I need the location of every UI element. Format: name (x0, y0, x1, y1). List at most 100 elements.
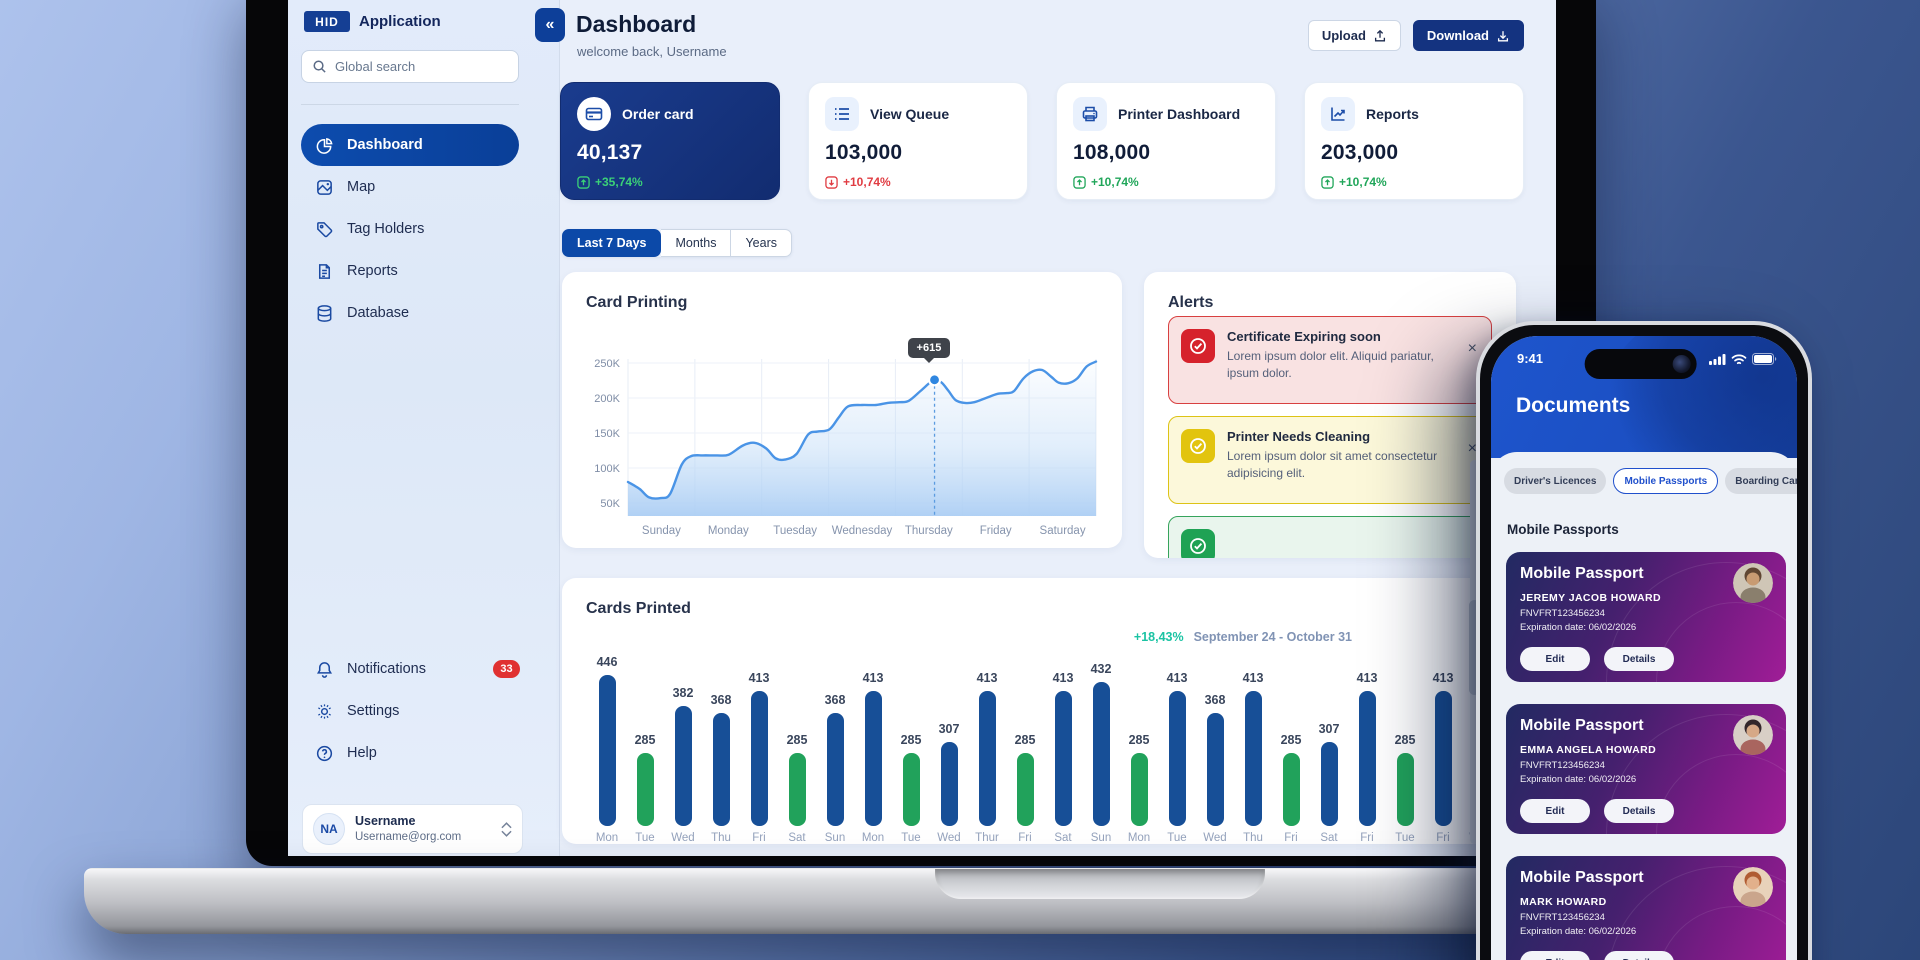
arrow-down-icon (825, 175, 838, 189)
edit-button[interactable]: Edit (1520, 647, 1590, 671)
stat-card-delta-value: +10,74% (1339, 175, 1387, 189)
bar-value-label: 413 (1356, 671, 1378, 685)
bar-fri-413 (1434, 691, 1452, 826)
sidebar-item-tag-holders[interactable]: Tag Holders (301, 208, 519, 250)
sidebar-item-label: Map (347, 179, 376, 195)
svg-text:200K: 200K (594, 393, 620, 405)
scrollbar-thumb[interactable] (1469, 600, 1480, 695)
download-label: Download (1426, 28, 1489, 43)
battery-icon (1752, 353, 1777, 365)
bar-category-label: Fri (1436, 832, 1450, 844)
edit-button[interactable]: Edit (1520, 799, 1590, 823)
tab-last-7-days[interactable]: Last 7 Days (562, 229, 662, 257)
svg-text:100K: 100K (594, 463, 620, 475)
trend-icon (1321, 97, 1355, 131)
laptop-screen: HID Application Global search Dashboard M… (288, 0, 1556, 856)
svg-text:Tuesday: Tuesday (773, 525, 817, 537)
bar-category-label: Thu (711, 832, 731, 844)
alert-body: Lorem ipsum dolor sit amet consectetur a… (1227, 449, 1438, 480)
sidebar-item-label: Reports (347, 263, 398, 279)
sidebar-divider (301, 104, 519, 105)
svg-text:50K: 50K (600, 498, 620, 510)
bar-category-label: Fri (752, 832, 766, 844)
app-name: Application (359, 13, 441, 30)
sidebar-item-reports[interactable]: Reports (301, 250, 519, 292)
bar-value-label: 368 (1204, 693, 1226, 707)
passport-number: FNVFRT123456234 (1520, 608, 1605, 619)
bar-sat-285 (788, 753, 806, 826)
sidebar-item-map[interactable]: Map (301, 166, 519, 208)
close-icon[interactable]: × (1467, 340, 1477, 357)
tab-months[interactable]: Months (661, 229, 732, 257)
sidebar-item-label: Settings (347, 703, 400, 719)
sidebar-item-label: Dashboard (347, 137, 423, 153)
sidebar-item-dashboard[interactable]: Dashboard (301, 124, 519, 166)
upload-button[interactable]: Upload (1307, 20, 1401, 51)
download-button[interactable]: Download (1412, 20, 1524, 51)
passport-card-title: Mobile Passport (1520, 869, 1644, 886)
stat-card-view-queue[interactable]: View Queue 103,000 +10,74% (808, 82, 1028, 200)
bar-tue-285 (636, 753, 654, 826)
bar-value-label: 285 (786, 733, 808, 747)
sidebar-bottom-nav: Notifications 33 Settings Help (301, 648, 520, 774)
svg-text:150K: 150K (594, 428, 620, 440)
help-icon (315, 744, 334, 763)
details-button[interactable]: Details (1604, 647, 1674, 671)
user-menu[interactable]: NA Username Username@org.com (302, 804, 523, 854)
bar-value-label: 285 (634, 733, 656, 747)
chip-driver-s-licences[interactable]: Driver's Licences (1504, 468, 1607, 494)
sidebar-item-label: Notifications (347, 661, 426, 677)
passport-holder-name: MARK HOWARD (1520, 896, 1607, 908)
details-button[interactable]: Details (1604, 799, 1674, 823)
alert-yellow: Printer Needs Cleaning Lorem ipsum dolor … (1168, 416, 1492, 504)
bar-value-label: 432 (1090, 662, 1112, 676)
bar-category-label: Mon (595, 832, 619, 844)
legend-period: September 24 - October 31 (1193, 630, 1352, 644)
details-button[interactable]: Details (1604, 951, 1674, 960)
passport-expiry: Expiration date: 06/02/2026 (1520, 622, 1637, 633)
cards-printed-panel: Cards Printed +18,43% September 24 - Oct… (562, 578, 1524, 844)
chevron-updown-icon (501, 821, 512, 837)
bar-category-label: Tue (635, 832, 655, 844)
stat-card-header: Order card (577, 97, 763, 131)
passport-card[interactable]: Mobile Passport EMMA ANGELA HOWARD FNVFRT1… (1506, 704, 1786, 834)
sidebar-nav: Dashboard Map Tag Holders Reports Database (301, 124, 519, 334)
stat-card-delta-value: +35,74% (595, 175, 643, 189)
bar-mon-413 (864, 691, 882, 826)
stat-card-label: View Queue (870, 106, 950, 122)
bar-category-label: Tue (1167, 832, 1187, 844)
bar-mon-285 (1130, 753, 1148, 826)
sidebar-item-help[interactable]: Help (301, 732, 519, 774)
legend-delta: +18,43% (1133, 630, 1184, 644)
sidebar-item-settings[interactable]: Settings (301, 690, 519, 732)
sidebar-collapse-button[interactable]: « (535, 8, 565, 42)
camera-icon (1672, 355, 1691, 373)
bar-value-label: 382 (672, 686, 694, 700)
sidebar-item-label: Database (347, 305, 410, 321)
download-icon (1496, 29, 1510, 43)
sidebar-item-notifications[interactable]: Notifications 33 (301, 648, 520, 690)
search-input[interactable]: Global search (301, 50, 519, 83)
chip-mobile-passports[interactable]: Mobile Passports (1613, 468, 1719, 494)
tab-years[interactable]: Years (731, 229, 792, 257)
svg-text:Monday: Monday (708, 525, 749, 537)
range-tabs: Last 7 Days Months Years (562, 229, 792, 257)
close-icon[interactable]: × (1467, 440, 1477, 457)
dynamic-island (1584, 349, 1697, 379)
phone: 9:41 Documents Driver's Licences Mobile (1476, 321, 1812, 960)
stat-card-printer-dashboard[interactable]: Printer Dashboard 108,000 +10,74% (1056, 82, 1276, 200)
stat-card-order-card[interactable]: Order card 40,137 +35,74% (560, 82, 780, 200)
bar-category-label: Thur (975, 832, 999, 844)
bar-fri-413 (1358, 691, 1376, 826)
alert-title: Certificate Expiring soon (1227, 329, 1381, 344)
bar-value-label: 307 (1318, 722, 1340, 736)
bar-category-label: Sat (1054, 832, 1072, 844)
stat-card-reports[interactable]: Reports 203,000 +10,74% (1304, 82, 1524, 200)
edit-button[interactable]: Edit (1520, 951, 1590, 960)
bar-wed-368 (1206, 713, 1224, 826)
sidebar-item-database[interactable]: Database (301, 292, 519, 334)
passport-card[interactable]: Mobile Passport MARK HOWARD FNVFRT12345623… (1506, 856, 1786, 960)
passport-card[interactable]: Mobile Passport JEREMY JACOB HOWARD FNVFRT… (1506, 552, 1786, 682)
bar-fri-285 (1016, 753, 1034, 826)
chip-boarding-cards[interactable]: Boarding Cards (1725, 468, 1797, 494)
